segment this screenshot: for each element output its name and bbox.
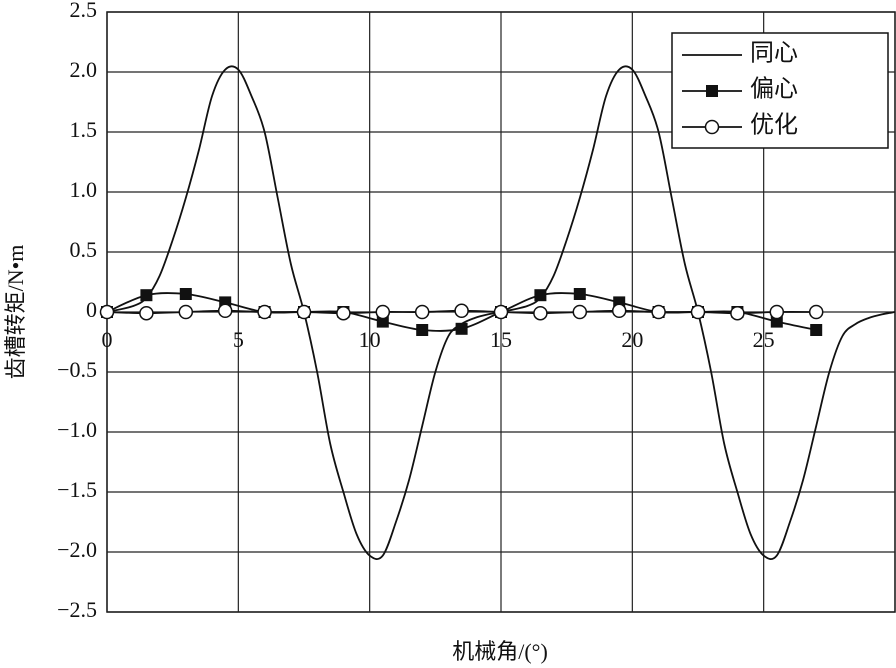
marker [573, 288, 586, 300]
x-tick-label: 10 [359, 327, 381, 352]
legend-label: 优化 [750, 112, 798, 139]
marker [416, 324, 429, 336]
marker [572, 304, 588, 320]
y-axis-label: 齿槽转矩/N•m [3, 245, 28, 380]
y-tick-label: 2.5 [70, 0, 98, 22]
marker [769, 304, 785, 320]
marker [651, 304, 666, 320]
legend-label: 偏心 [750, 76, 798, 103]
x-axis-label: 机械角/(°) [452, 639, 548, 664]
marker [730, 305, 745, 321]
x-tick-label: 0 [102, 327, 113, 352]
marker [454, 303, 469, 319]
x-tick-label: 20 [621, 327, 643, 352]
marker [414, 304, 430, 320]
marker [178, 304, 194, 320]
marker [704, 119, 720, 135]
marker [533, 305, 548, 321]
marker [140, 289, 153, 302]
x-tick-label: 15 [490, 327, 512, 352]
marker [534, 289, 547, 302]
y-tick-label: 1.5 [70, 117, 98, 142]
marker [99, 304, 115, 320]
marker [808, 304, 824, 320]
marker [611, 303, 627, 319]
y-tick-label: 1.0 [70, 177, 98, 202]
y-tick-label: −0.5 [57, 357, 97, 382]
marker [375, 304, 391, 320]
y-tick-label: −2.5 [57, 597, 97, 622]
x-tick-label: 25 [753, 327, 775, 352]
marker [690, 304, 706, 320]
marker [493, 304, 509, 320]
legend-label: 同心 [750, 41, 798, 67]
marker [706, 85, 718, 97]
marker [217, 303, 233, 319]
y-tick-label: 0.5 [70, 237, 98, 262]
marker [139, 305, 154, 321]
y-tick-label: −1.0 [57, 417, 97, 442]
y-tick-label: −1.5 [57, 477, 97, 502]
marker [179, 288, 192, 300]
x-tick-label: 5 [233, 327, 244, 352]
y-tick-label: 0 [86, 297, 97, 322]
marker [810, 324, 823, 336]
marker [257, 304, 272, 320]
y-tick-label: 2.0 [70, 57, 98, 82]
y-tick-label: −2.0 [57, 537, 97, 562]
marker [455, 322, 468, 335]
marker [336, 305, 351, 321]
marker [296, 304, 312, 320]
